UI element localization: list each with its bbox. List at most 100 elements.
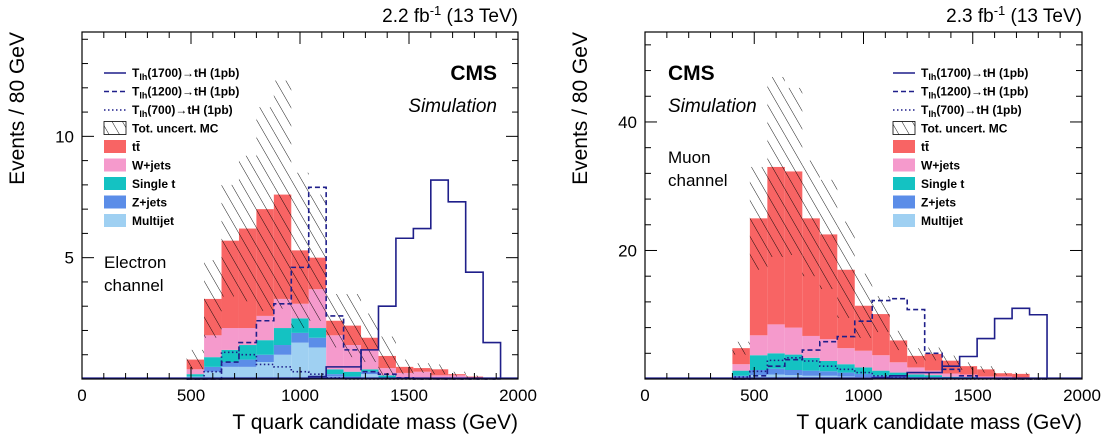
legend-swatch-tt (104, 140, 126, 153)
stack-bar (872, 355, 890, 371)
legend-entry-background: Multijet (921, 214, 963, 228)
stack-bar (361, 371, 379, 375)
stack-bar (994, 376, 1013, 379)
lumi-energy: (13 TeV) (441, 6, 518, 27)
stack-bar (802, 370, 820, 376)
uncertainty-hatch (732, 341, 750, 355)
lumi-value: 2.3 fb (946, 6, 994, 27)
x-tick-label: 500 (177, 386, 205, 405)
legend-signal-rest: (1700)→tH (1pb) (936, 66, 1028, 80)
legend-swatch-uncertainty (103, 121, 127, 135)
y-tick-label: 5 (65, 249, 74, 268)
legend-entry-signal: Tlh(700)→tH (1pb) (132, 103, 233, 119)
stack-bar (837, 364, 855, 373)
uncertainty-hatch (767, 76, 785, 257)
stack-bar (413, 371, 431, 379)
legend-entry-signal: Tlh(1700)→tH (1pb) (132, 66, 239, 82)
x-tick-label: 0 (640, 386, 649, 405)
y-tick-label: 10 (55, 127, 74, 146)
stack-bar (837, 372, 855, 377)
channel-label: channel (668, 171, 728, 190)
stack-bar (977, 369, 995, 377)
legend-swatch-tt (893, 140, 915, 153)
cms-label: CMS (668, 62, 715, 85)
stack-bar (256, 362, 274, 379)
legend-signal-sub: lh (139, 109, 147, 119)
stack-series-multijet (186, 342, 379, 379)
stack-bar (767, 368, 785, 375)
stack-bar (749, 375, 768, 379)
legend-signal-sub: lh (928, 72, 936, 82)
uncertainty-hatch (854, 273, 873, 338)
uncertainty-hatch (326, 294, 344, 348)
stack-bar (291, 332, 309, 343)
legend-swatch-zjets (893, 195, 915, 209)
stack-series-wjets (732, 324, 1030, 379)
uncertainty-hatch (448, 371, 466, 377)
legend-signal-name: T (132, 103, 140, 117)
uncertainty-hatch (872, 296, 890, 333)
stack-bar (256, 340, 274, 355)
stack-bar (448, 375, 466, 379)
stack-bar (784, 354, 803, 371)
legend-entry-signal: Tlh(700)→tH (1pb) (921, 103, 1022, 119)
stack-bar (819, 371, 838, 376)
cms-label: CMS (450, 62, 497, 85)
legend-entry-background: Multijet (132, 214, 174, 228)
legend-swatch-singlet (104, 177, 126, 190)
uncertainty-hatch (186, 349, 205, 370)
legend-swatch-wjets (104, 158, 126, 172)
x-tick-label: 1000 (845, 386, 883, 405)
stack-bar (749, 355, 768, 371)
stack-bar (221, 349, 239, 363)
stack-bar (802, 375, 820, 379)
uncertainty-hatch (238, 155, 257, 302)
simulation-label: Simulation (408, 96, 497, 117)
legend-entry-uncertainty: Tot. uncert. MC (921, 122, 1008, 136)
stack-bar (238, 345, 257, 360)
legend-signal-name: T (132, 85, 140, 99)
uncertainty-hatch (959, 362, 978, 371)
uncertainty-hatch (924, 347, 943, 361)
uncertainty-hatch (413, 363, 431, 373)
stack-bar (819, 375, 838, 379)
uncertainty-hatch (749, 166, 768, 270)
x-axis: 0 500 1000 1500 2000 (77, 32, 537, 405)
uncertainty-hatch (802, 160, 820, 277)
uncertainty-hatch (204, 260, 222, 338)
uncertainty-hatch (994, 371, 1013, 376)
legend: Tlh(1700)→tH (1pb)Tlh(1200)→tH (1pb)Tlh(… (103, 66, 239, 228)
simulation-label: Simulation (668, 96, 757, 117)
stack-bar (308, 328, 327, 338)
lumi-exponent: -1 (994, 3, 1006, 18)
stack-bar (395, 372, 414, 378)
stack-bar (273, 328, 292, 346)
stack-bar (767, 324, 785, 354)
legend-signal-name: T (921, 66, 929, 80)
stack-bar (308, 347, 327, 379)
stack-bar (186, 369, 205, 375)
y-axis: 5 10 (55, 38, 518, 356)
uncertainty-hatch (784, 87, 803, 255)
stack-bar (732, 370, 750, 376)
stack-bar (238, 328, 257, 346)
chart-panel-left: 0 500 1000 1500 2000 5 10 T quark candidate mas… (6, 3, 537, 434)
legend-entry-background: W+jets (132, 159, 171, 173)
x-tick-label: 1500 (390, 386, 428, 405)
legend-entry-background: Single t (132, 177, 175, 191)
legend-swatch-multijet (104, 214, 126, 227)
stack-bar (204, 335, 222, 358)
legend-signal-rest: (700)→tH (1pb) (147, 103, 232, 117)
legend-entry-signal: Tlh(1200)→tH (1pb) (132, 85, 239, 101)
uncertainty-hatch (343, 294, 362, 358)
stack-bar (204, 357, 222, 367)
uncertainty-hatch (221, 184, 239, 297)
y-axis-label: Events / 80 GeV (6, 32, 29, 185)
uncertainty-hatch (837, 221, 855, 318)
stack-bar (907, 367, 925, 375)
channel-label: channel (104, 276, 164, 295)
stack-bar (732, 364, 750, 371)
x-tick-label: 2000 (499, 386, 537, 405)
